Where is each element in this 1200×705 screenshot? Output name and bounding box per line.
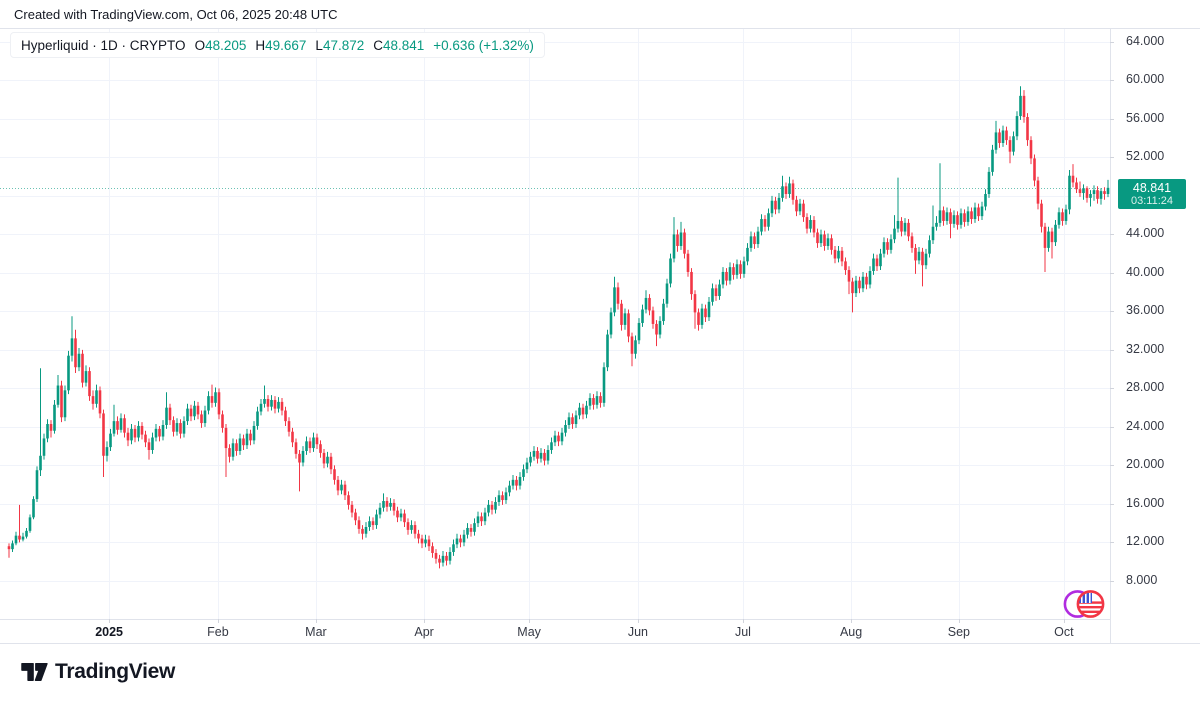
change-text: +0.636 (+1.32%) <box>433 37 534 53</box>
price-tick-label: 60.000 <box>1126 72 1165 87</box>
price-tick-label: 28.000 <box>1126 380 1165 395</box>
created-with-text: Created with TradingView.com, Oct 06, 20… <box>14 7 338 22</box>
attribution-bar: Created with TradingView.com, Oct 06, 20… <box>0 0 1200 28</box>
time-tick-month: Apr <box>414 625 434 639</box>
chart-panel: Hyperliquid · 1D · CRYPTO O48.205 H49.66… <box>0 28 1200 644</box>
time-tick-month: Jul <box>734 625 751 639</box>
time-tick-month: Feb <box>207 625 229 639</box>
price-tick-label: 20.000 <box>1126 457 1165 472</box>
time-tick-month: May <box>517 625 541 639</box>
footer: TradingView <box>0 644 1200 705</box>
price-tick-label: 64.000 <box>1126 33 1165 48</box>
price-tick-label: 44.000 <box>1126 226 1165 241</box>
candlestick-chart[interactable] <box>0 28 1200 644</box>
price-tick-label: 32.000 <box>1126 341 1165 356</box>
price-tick-label: 40.000 <box>1126 264 1165 279</box>
tradingview-wordmark: TradingView <box>55 660 176 683</box>
time-tick-year: 2025 <box>95 625 123 639</box>
price-tick-label: 16.000 <box>1126 495 1165 510</box>
symbol-title: Hyperliquid · 1D · CRYPTO <box>21 37 186 53</box>
time-tick-month: Mar <box>305 625 327 639</box>
price-tick-label: 12.000 <box>1126 534 1165 549</box>
usa-flag-logo <box>1063 590 1105 618</box>
time-tick-month: Jun <box>627 625 649 639</box>
ohlc-high: H49.667 <box>255 37 307 53</box>
chart-legend[interactable]: Hyperliquid · 1D · CRYPTO O48.205 H49.66… <box>10 32 545 58</box>
price-tick-label: 24.000 <box>1126 418 1165 433</box>
ohlc-close: C48.841 <box>373 37 425 53</box>
ohlc-open: O48.205 <box>194 37 247 53</box>
price-tick-label: 56.000 <box>1126 110 1165 125</box>
time-tick-month: Aug <box>839 625 863 639</box>
tradingview-link[interactable]: TradingView <box>20 660 175 684</box>
price-tick-label: 36.000 <box>1126 303 1165 318</box>
current-price-badge[interactable]: 48.841 03:11:24 <box>1118 178 1186 209</box>
ohlc-low: L47.872 <box>315 37 365 53</box>
price-tick-label: 52.000 <box>1126 149 1165 164</box>
price-tick-label: 8.000 <box>1126 572 1158 587</box>
tradingview-logo-icon <box>21 662 48 682</box>
time-tick-month: Sep <box>947 625 971 639</box>
current-price-value: 48.841 <box>1132 180 1172 195</box>
time-tick-month: Oct <box>1054 625 1074 639</box>
bar-countdown: 03:11:24 <box>1130 195 1173 208</box>
